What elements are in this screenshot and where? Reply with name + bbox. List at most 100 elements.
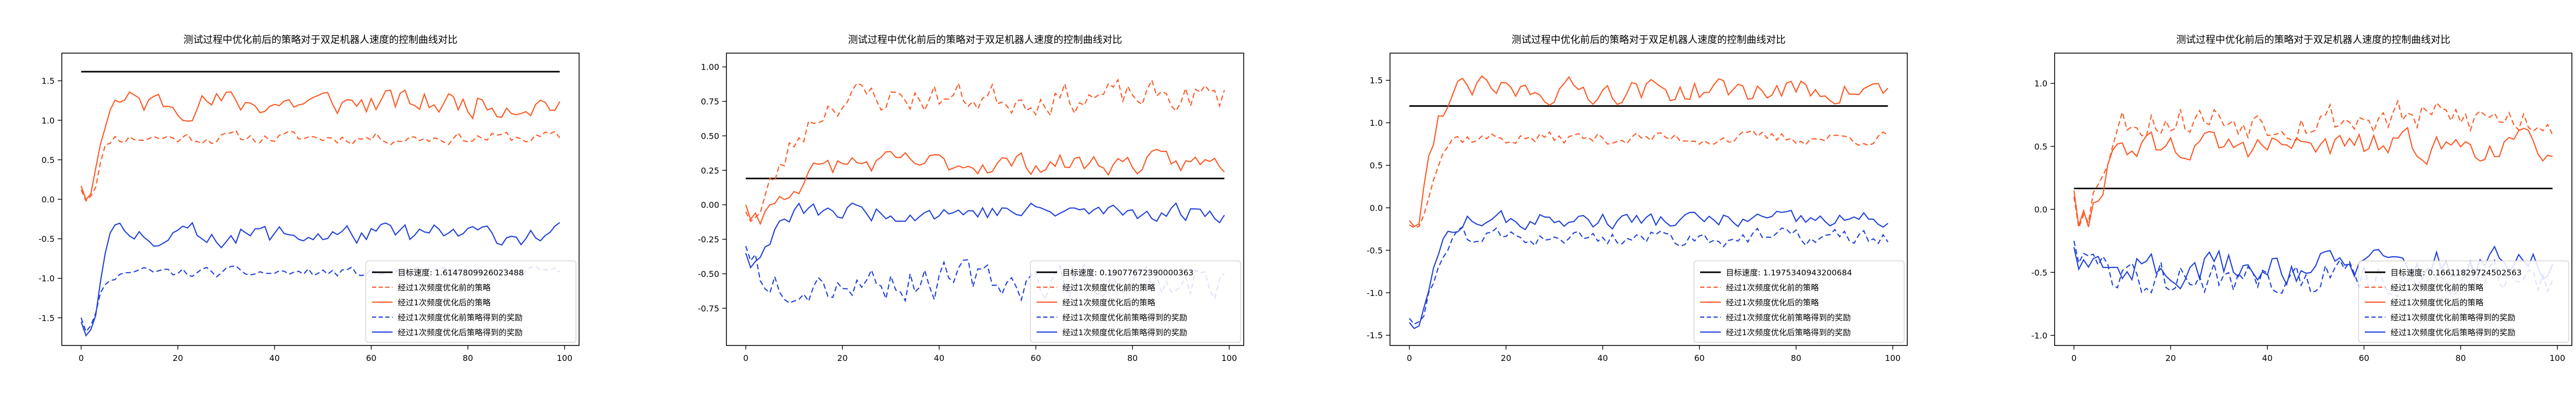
x-tick-label: 20 (837, 353, 848, 363)
x-tick-label: 20 (1501, 353, 1511, 363)
x-tick-label: 80 (1791, 353, 1801, 363)
legend-before-reward-label: 经过1次频度优化前策略得到的奖励 (1062, 313, 1187, 322)
x-tick-label: 80 (1127, 353, 1138, 363)
x-tick-label: 20 (2165, 353, 2176, 363)
y-tick-label: 1.5 (42, 76, 55, 86)
y-tick-label: 1.00 (701, 62, 719, 72)
chart-title: 测试过程中优化前后的策略对于双足机器人速度的控制曲线对比 (1512, 34, 1786, 45)
legend: 目标速度: 0.16611829724502563 经过1次频度优化前的策略经过1… (2358, 260, 2569, 343)
x-tick-label: 60 (366, 353, 376, 363)
y-tick-label: -0.75 (698, 304, 719, 314)
legend-box (365, 260, 577, 343)
legend-after-opt-label: 经过1次频度优化后的策略 (398, 298, 491, 307)
legend-box (1030, 260, 1241, 343)
y-tick-label: 0.50 (701, 131, 719, 141)
series-after-opt (745, 148, 1225, 225)
legend-before-reward-label: 经过1次频度优化前策略得到的奖励 (2391, 313, 2515, 322)
y-tick-label: -0.25 (698, 235, 719, 244)
y-tick-label: 1.0 (2035, 79, 2047, 89)
y-tick-label: 0.25 (701, 166, 719, 175)
x-tick-label: 100 (1885, 353, 1901, 363)
x-tick-label: 100 (557, 353, 573, 363)
x-tick-label: 40 (2262, 353, 2273, 363)
series-after-opt (80, 89, 561, 201)
y-tick-label: 0.00 (701, 200, 719, 210)
legend-target-label: 目标速度: 1.1975340943200684 (1726, 268, 1852, 277)
x-tick-label: 40 (269, 353, 280, 363)
legend-before-opt-label: 经过1次频度优化前的策略 (1062, 283, 1156, 292)
series-after-opt (1409, 75, 1889, 227)
axes-frame (1389, 53, 1908, 346)
chart-panel-3: 测试过程中优化前后的策略对于双足机器人速度的控制曲线对比 0 20 40 60 80 100… (1367, 34, 1908, 363)
chart-title: 测试过程中优化前后的策略对于双足机器人速度的控制曲线对比 (2176, 34, 2450, 45)
legend-before-reward-label: 经过1次频度优化前策略得到的奖励 (398, 313, 522, 322)
legend: 目标速度: 1.1975340943200684 经过1次频度优化前的策略经过1次… (1693, 260, 1905, 343)
x-tick-label: 40 (934, 353, 944, 363)
y-tick-label: 0.75 (701, 97, 719, 107)
y-tick-label: -0.5 (2031, 268, 2047, 277)
legend-box (1693, 260, 1905, 343)
x-tick-label: 0 (2071, 353, 2076, 363)
y-tick-label: -1.5 (39, 313, 55, 323)
legend-after-opt-label: 经过1次频度优化后的策略 (1062, 298, 1156, 307)
y-tick-label: -1.0 (39, 274, 55, 284)
y-tick-label: -1.5 (1367, 331, 1383, 340)
x-tick-label: 60 (1694, 353, 1704, 363)
y-tick-label: 0.5 (42, 155, 55, 165)
x-tick-label: 40 (1598, 353, 1608, 363)
legend-after-opt-label: 经过1次频度优化后的策略 (1726, 298, 1819, 307)
legend-before-reward-label: 经过1次频度优化前策略得到的奖励 (1726, 313, 1851, 322)
legend-target-label: 目标速度: 0.19077672390000363 (1062, 268, 1194, 277)
y-tick-label: 0.5 (1370, 161, 1383, 171)
plot-area (1409, 75, 1889, 329)
legend-target-label: 目标速度: 1.6147809926023488 (398, 268, 524, 277)
legend-before-opt-label: 经过1次频度优化前的策略 (1726, 283, 1819, 292)
series-after-reward (80, 222, 561, 337)
x-tick-label: 20 (173, 353, 183, 363)
x-tick-label: 100 (1222, 353, 1238, 363)
x-tick-label: 100 (2550, 353, 2566, 363)
x-tick-label: 0 (743, 353, 748, 363)
y-tick-label: 1.0 (1370, 118, 1383, 128)
legend-before-opt-label: 经过1次频度优化前的策略 (398, 283, 491, 292)
legend-before-opt-label: 经过1次频度优化前的策略 (2391, 283, 2484, 292)
legend: 目标速度: 0.19077672390000363 经过1次频度优化前的策略经过1… (1030, 260, 1241, 343)
series-before-opt (2073, 99, 2553, 230)
series-before-reward (1409, 226, 1889, 325)
x-tick-label: 80 (463, 353, 473, 363)
x-tick-label: 60 (2359, 353, 2369, 363)
legend: 目标速度: 1.6147809926023488 经过1次频度优化前的策略经过1次… (365, 260, 577, 343)
series-before-opt (1409, 129, 1889, 228)
y-tick-label: 0.0 (42, 195, 55, 205)
series-after-opt (2073, 126, 2553, 227)
y-tick-label: 0.5 (2035, 142, 2047, 152)
x-tick-label: 0 (78, 353, 83, 363)
y-tick-label: -0.5 (39, 234, 55, 244)
axes-frame (726, 53, 1244, 346)
legend-target-label: 目标速度: 0.16611829724502563 (2391, 268, 2522, 277)
y-tick-label: 0.0 (2035, 205, 2047, 214)
y-tick-label: -1.0 (1367, 288, 1383, 298)
y-tick-label: -1.0 (2031, 331, 2047, 340)
series-after-reward (745, 202, 1225, 269)
chart-title: 测试过程中优化前后的策略对于双足机器人速度的控制曲线对比 (848, 34, 1122, 45)
y-tick-label: -0.50 (698, 269, 719, 279)
legend-after-reward-label: 经过1次频度优化后策略得到的奖励 (2391, 328, 2515, 337)
series-before-opt (745, 78, 1225, 223)
y-tick-label: 1.5 (1370, 76, 1383, 86)
legend-after-reward-label: 经过1次频度优化后策略得到的奖励 (398, 328, 522, 337)
series-after-reward (1409, 209, 1889, 329)
y-tick-label: -0.5 (1367, 245, 1383, 255)
axes-frame (2054, 53, 2572, 346)
legend-after-opt-label: 经过1次频度优化后的策略 (2391, 298, 2484, 307)
x-tick-label: 60 (1030, 353, 1041, 363)
y-tick-label: 0.0 (1370, 203, 1383, 213)
y-tick-label: 1.0 (42, 116, 55, 125)
legend-box (2358, 260, 2569, 343)
chart-panel-1: 测试过程中优化前后的策略对于双足机器人速度的控制曲线对比 0 20 40 60 80 100… (39, 34, 580, 363)
chart-panel-2: 测试过程中优化前后的策略对于双足机器人速度的控制曲线对比 0 20 40 60 80 100… (698, 34, 1244, 363)
chart-title: 测试过程中优化前后的策略对于双足机器人速度的控制曲线对比 (183, 34, 457, 45)
legend-after-reward-label: 经过1次频度优化后策略得到的奖励 (1726, 328, 1851, 337)
legend-after-reward-label: 经过1次频度优化后策略得到的奖励 (1062, 328, 1187, 337)
